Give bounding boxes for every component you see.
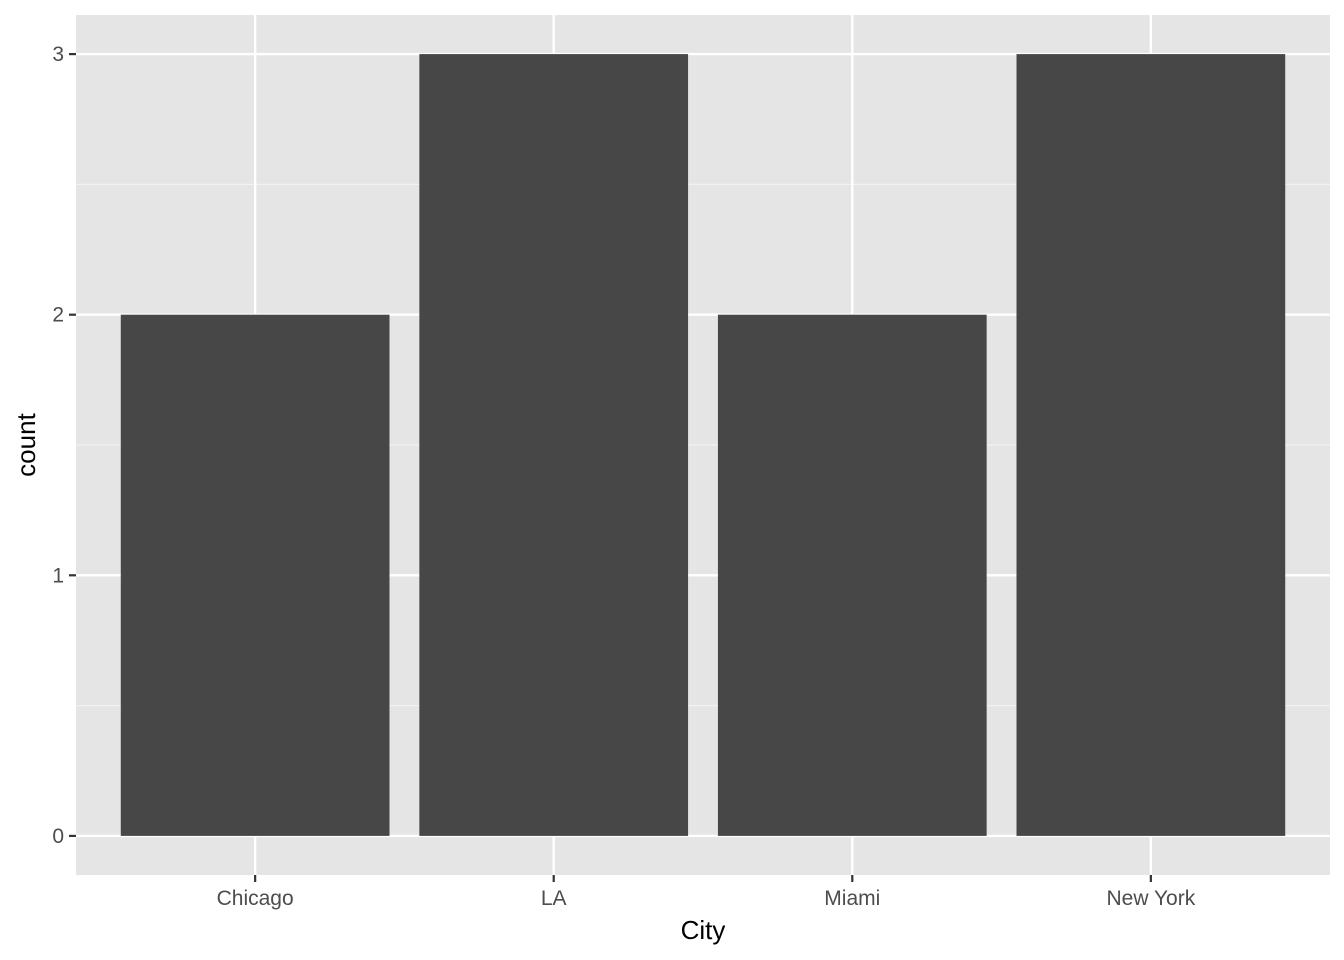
y-axis: 0 1 2 3 <box>52 43 76 848</box>
x-axis: Chicago LA Miami New York <box>217 875 1196 910</box>
y-tick-label: 2 <box>52 304 64 327</box>
x-axis-title: City <box>681 915 726 945</box>
x-tick-label: LA <box>541 887 567 910</box>
bar-miami <box>717 314 987 836</box>
x-tick-label: Chicago <box>217 887 294 910</box>
bar-new-york <box>1016 54 1286 836</box>
y-tick-label: 1 <box>52 564 64 587</box>
y-axis-title: count <box>11 412 41 476</box>
x-tick-label: New York <box>1106 887 1195 910</box>
bar-chicago <box>120 314 390 836</box>
bar-la <box>419 54 689 836</box>
bars <box>120 54 1286 836</box>
x-tick-label: Miami <box>824 887 880 910</box>
y-tick-label: 3 <box>52 43 64 66</box>
y-tick-label: 0 <box>52 825 64 848</box>
